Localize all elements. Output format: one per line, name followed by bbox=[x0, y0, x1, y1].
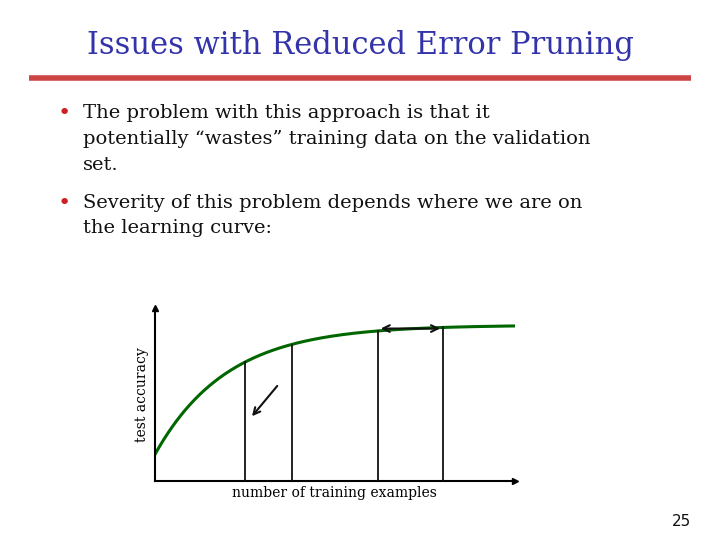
Text: the learning curve:: the learning curve: bbox=[83, 219, 272, 238]
Text: The problem with this approach is that it: The problem with this approach is that i… bbox=[83, 104, 490, 123]
Text: 25: 25 bbox=[672, 514, 691, 529]
Text: set.: set. bbox=[83, 156, 118, 174]
Text: •: • bbox=[58, 192, 71, 213]
Y-axis label: test accuracy: test accuracy bbox=[135, 347, 149, 442]
Text: •: • bbox=[58, 103, 71, 124]
X-axis label: number of training examples: number of training examples bbox=[233, 486, 437, 500]
Text: Issues with Reduced Error Pruning: Issues with Reduced Error Pruning bbox=[86, 30, 634, 62]
Text: potentially “wastes” training data on the validation: potentially “wastes” training data on th… bbox=[83, 130, 590, 148]
Text: Severity of this problem depends where we are on: Severity of this problem depends where w… bbox=[83, 193, 582, 212]
